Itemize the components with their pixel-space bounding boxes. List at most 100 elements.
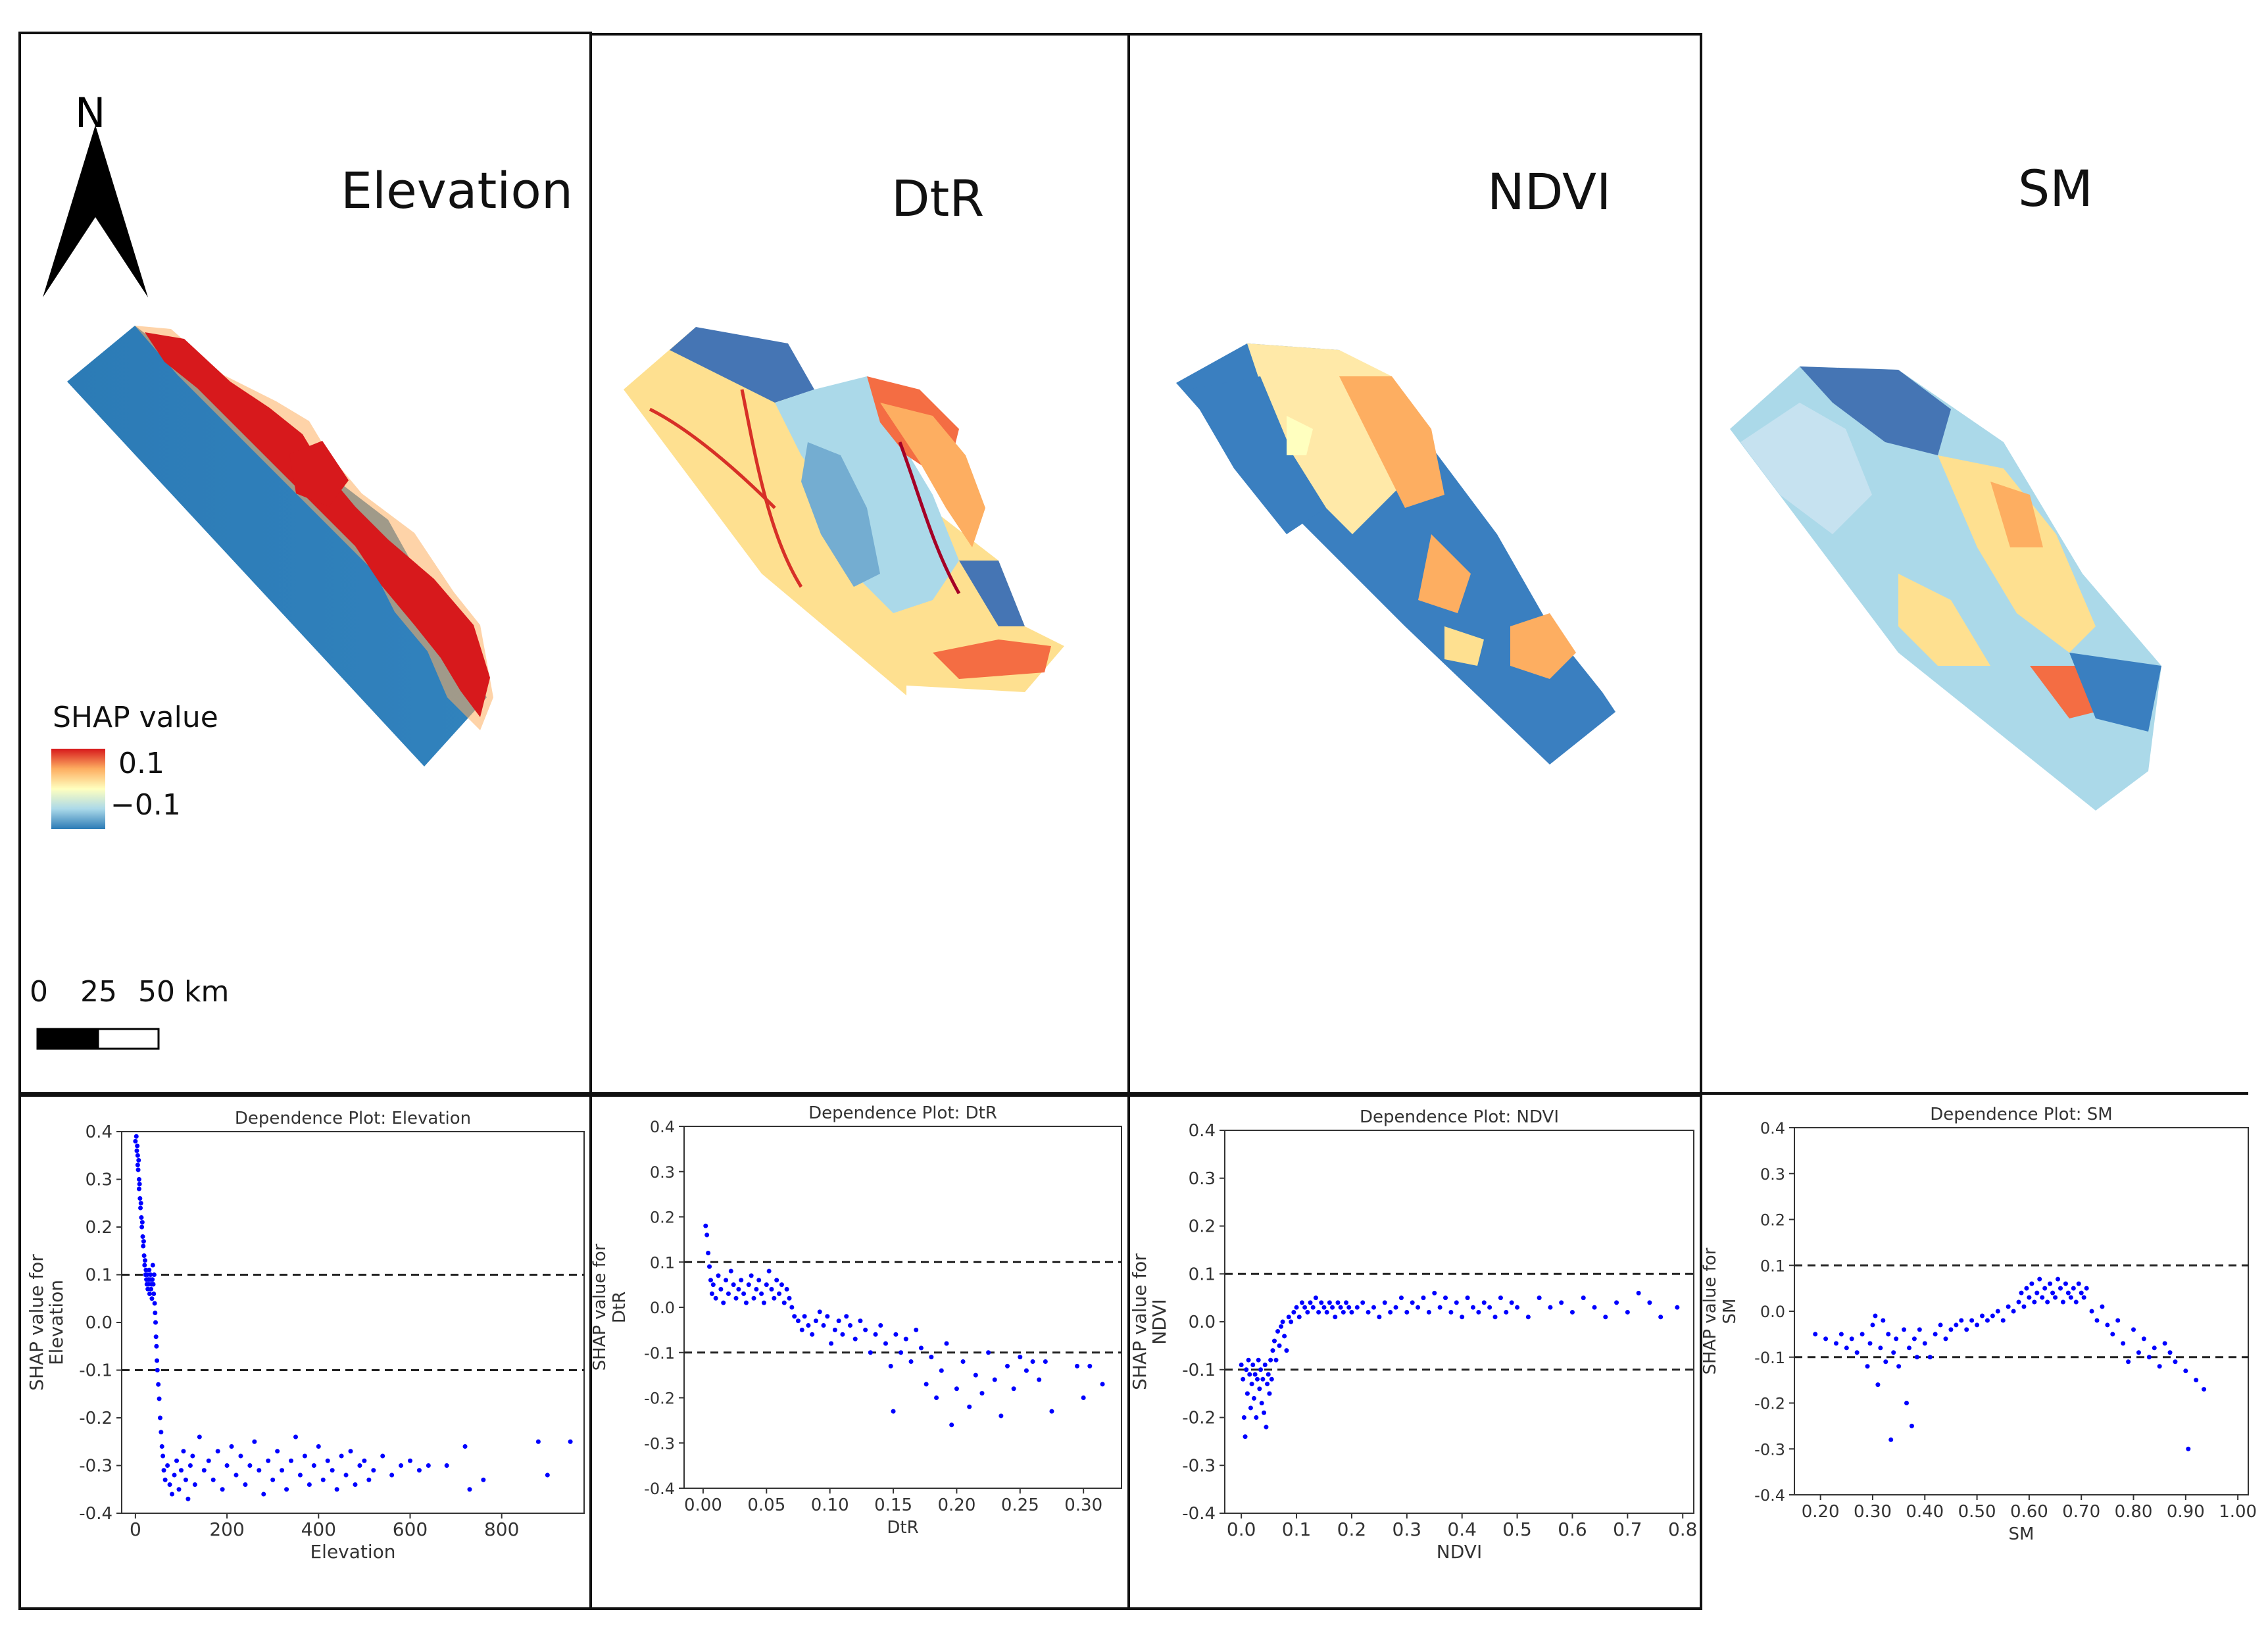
y-tick-label: -0.2 (1754, 1395, 1785, 1413)
x-tick-label: 600 (393, 1518, 428, 1540)
scatter-point (330, 1468, 335, 1473)
scatter-point (774, 1278, 779, 1283)
scatter-point (183, 1477, 188, 1482)
scatter-point (2173, 1359, 2178, 1365)
scatter-point (736, 1287, 741, 1292)
scatter-point (1914, 1355, 1919, 1360)
scatter-point (759, 1291, 764, 1296)
y-tick-label: -0.2 (644, 1390, 675, 1408)
scatter-point (257, 1468, 262, 1473)
x-tick-label: 0.5 (1502, 1518, 1532, 1540)
scatter-point (1911, 1336, 1917, 1342)
scatter-point (769, 1287, 774, 1292)
scatter-point (743, 1300, 749, 1305)
scatter-point (366, 1477, 372, 1482)
scatter-point (1421, 1295, 1426, 1301)
scatter-point (2115, 1318, 2121, 1323)
scatter-point (1321, 1305, 1327, 1310)
scatter-point (1308, 1300, 1313, 1305)
scatter-point (1241, 1376, 1246, 1382)
x-tick-label: 0.15 (874, 1495, 912, 1515)
scatter-point (1559, 1300, 1564, 1305)
scatter-point (1894, 1336, 1899, 1342)
scatter-point (1018, 1355, 1023, 1360)
x-tick-label: 800 (484, 1518, 519, 1540)
scatter-point (1398, 1295, 1404, 1301)
scatter-point (2040, 1295, 2045, 1300)
scatter-point (2183, 1368, 2188, 1374)
scatter-point (707, 1264, 712, 1269)
scatter-point (2152, 1345, 2157, 1351)
x-tick-label: 1.00 (2219, 1502, 2257, 1522)
scatter-point (2056, 1276, 2061, 1282)
y-tick-label: -0.1 (79, 1361, 112, 1381)
scatter-point (154, 1343, 159, 1349)
scatter-point (710, 1282, 716, 1288)
scatter-point (1675, 1305, 1680, 1310)
scatter-point (2071, 1286, 2076, 1291)
scatter-point (1492, 1315, 1498, 1320)
legend-colorbar (51, 749, 105, 829)
scatter-point (1081, 1395, 1086, 1400)
scatter-point (1030, 1359, 1035, 1364)
plot-title: Dependence Plot: SM (1930, 1105, 2113, 1124)
y-tick-label: 0.1 (1760, 1257, 1785, 1275)
y-tick-label: -0.2 (1182, 1409, 1216, 1428)
scatter-point (863, 1327, 868, 1332)
scatter-point (134, 1148, 139, 1153)
scatter-point (1470, 1305, 1475, 1310)
scatter-point (1959, 1318, 1964, 1323)
scatter-point (2157, 1364, 2162, 1369)
scatter-point (157, 1415, 162, 1420)
scatter-point (2029, 1281, 2034, 1286)
scatter-point (399, 1463, 404, 1468)
scatter-point (151, 1272, 157, 1277)
scatter-point (1388, 1309, 1393, 1315)
y-tick-label: 0.0 (650, 1299, 675, 1317)
scatter-point (2073, 1299, 2079, 1305)
y-tick-label: 0.1 (86, 1266, 112, 1286)
x-tick-label: 0.30 (1064, 1495, 1102, 1515)
scatter-point (1927, 1355, 1933, 1360)
scatter-point (2060, 1299, 2065, 1305)
scatter-point (1569, 1309, 1575, 1315)
y-tick-label: -0.1 (1754, 1349, 1785, 1367)
scatter-point (1581, 1295, 1586, 1301)
scatter-point (1382, 1300, 1387, 1305)
scatter-point (784, 1287, 789, 1292)
scatter-point (721, 1300, 726, 1305)
scatter-point (1854, 1350, 1860, 1355)
x-tick-label: 0.30 (1854, 1502, 1892, 1522)
scatter-point (708, 1278, 713, 1283)
x-axis-label: DtR (887, 1518, 918, 1538)
scatter-point (1454, 1300, 1459, 1305)
scatter-point (799, 1327, 804, 1332)
scatter-point (2050, 1290, 2056, 1295)
scatter-point (836, 1318, 841, 1324)
scatter-point (311, 1463, 316, 1468)
scatter-point (787, 1295, 792, 1301)
x-tick-label: 0.25 (1001, 1495, 1039, 1515)
scatter-point (1426, 1309, 1431, 1315)
y-tick-label: 0.3 (650, 1163, 675, 1182)
scatter-point (832, 1327, 837, 1332)
scatter-point (918, 1345, 924, 1351)
scatter-point (1487, 1305, 1492, 1310)
scatter-point (746, 1282, 751, 1288)
scatter-point (142, 1263, 147, 1268)
y-tick-label: 0.4 (86, 1122, 112, 1142)
scatter-point (1344, 1300, 1349, 1305)
x-tick-label: 0 (130, 1518, 141, 1540)
scatter-point (307, 1482, 312, 1487)
scatter-point (2027, 1295, 2032, 1300)
scatter-point (2131, 1327, 2136, 1332)
scatter-point (1267, 1391, 1272, 1396)
scatter-point (139, 1220, 145, 1225)
scatter-point (1241, 1415, 1246, 1420)
y-tick-label: -0.4 (79, 1504, 112, 1524)
scatter-point (2094, 1318, 2100, 1323)
scatter-point (1262, 1410, 1267, 1415)
scatter-point (1023, 1368, 1029, 1373)
legend-high-value: 0.1 (118, 747, 164, 780)
scatter-point (1954, 1322, 1959, 1328)
